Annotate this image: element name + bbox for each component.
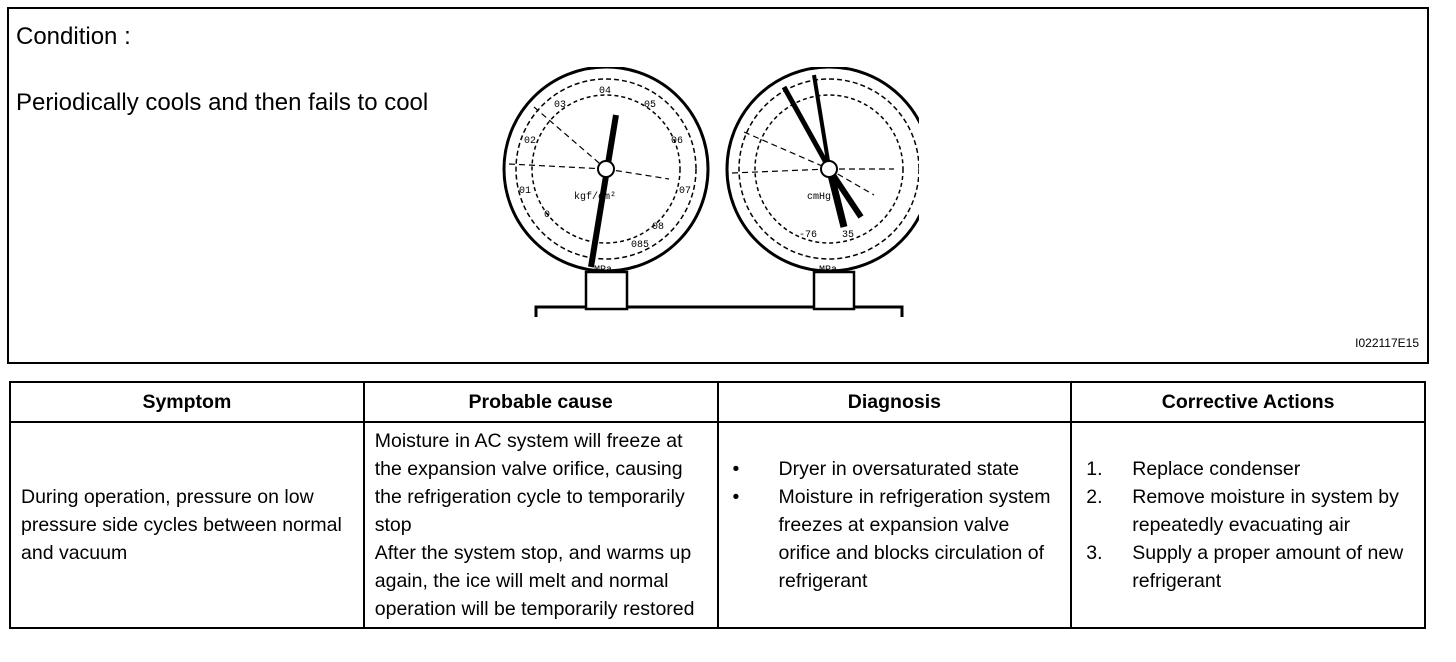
svg-text:03: 03 <box>554 100 566 111</box>
svg-text:07: 07 <box>679 186 691 197</box>
figure-code: I022117E15 <box>1355 336 1419 350</box>
svg-text:35: 35 <box>842 230 854 241</box>
header-corrective-actions: Corrective Actions <box>1070 381 1426 423</box>
list-item: • Moisture in refrigeration system freeze… <box>732 486 1051 592</box>
header-symptom: Symptom <box>9 381 365 423</box>
svg-text:MPa: MPa <box>594 265 612 276</box>
table-header-row: Symptom Probable cause Diagnosis Correct… <box>9 381 1426 423</box>
header-probable-cause: Probable cause <box>362 381 719 423</box>
svg-text:cmHg: cmHg <box>807 192 831 203</box>
condition-figure: Condition : Periodically cools and then … <box>7 7 1429 364</box>
actions-cell: 1. Replace condenser 2. Remove moisture in… <box>1070 421 1426 629</box>
cause-cell: Moisture in AC system will freeze at the… <box>362 421 719 629</box>
condition-text: Periodically cools and then fails to coo… <box>16 89 429 116</box>
svg-text:085: 085 <box>631 240 649 251</box>
table-row: During operation, pressure on low pressu… <box>9 421 1426 629</box>
cause-line: Moisture in AC system will freeze at the… <box>374 430 685 536</box>
svg-text:02: 02 <box>524 136 536 147</box>
svg-text:01: 01 <box>519 186 531 197</box>
manifold-gauge-illustration: 04 03 05 02 06 01 07 0 08 085 MPa kgf/cm² cmHg -7… <box>502 67 919 317</box>
svg-text:-76: -76 <box>799 230 817 241</box>
diagnosis-table: Symptom Probable cause Diagnosis Correct… <box>9 381 1426 629</box>
list-item: • Dryer in oversaturated state <box>732 458 1020 480</box>
svg-text:05: 05 <box>644 100 656 111</box>
svg-text:0: 0 <box>544 210 550 221</box>
header-diagnosis: Diagnosis <box>716 381 1073 423</box>
cause-line: After the system stop, and warms up agai… <box>374 542 695 620</box>
svg-text:08: 08 <box>652 222 664 233</box>
diagnosis-cell: • Dryer in oversaturated state • Moisture … <box>716 421 1073 629</box>
condition-label: Condition : <box>16 23 131 50</box>
list-item: 3. Supply a proper amount of new refriger… <box>1086 542 1404 592</box>
svg-text:06: 06 <box>671 136 683 147</box>
svg-text:04: 04 <box>599 86 611 97</box>
list-item: 1. Replace condenser <box>1086 458 1301 480</box>
symptom-cell: During operation, pressure on low pressu… <box>9 421 365 629</box>
svg-text:kgf/cm²: kgf/cm² <box>574 191 616 203</box>
svg-text:MPa: MPa <box>819 265 837 276</box>
list-item: 2. Remove moisture in system by repeatedl… <box>1086 486 1399 536</box>
